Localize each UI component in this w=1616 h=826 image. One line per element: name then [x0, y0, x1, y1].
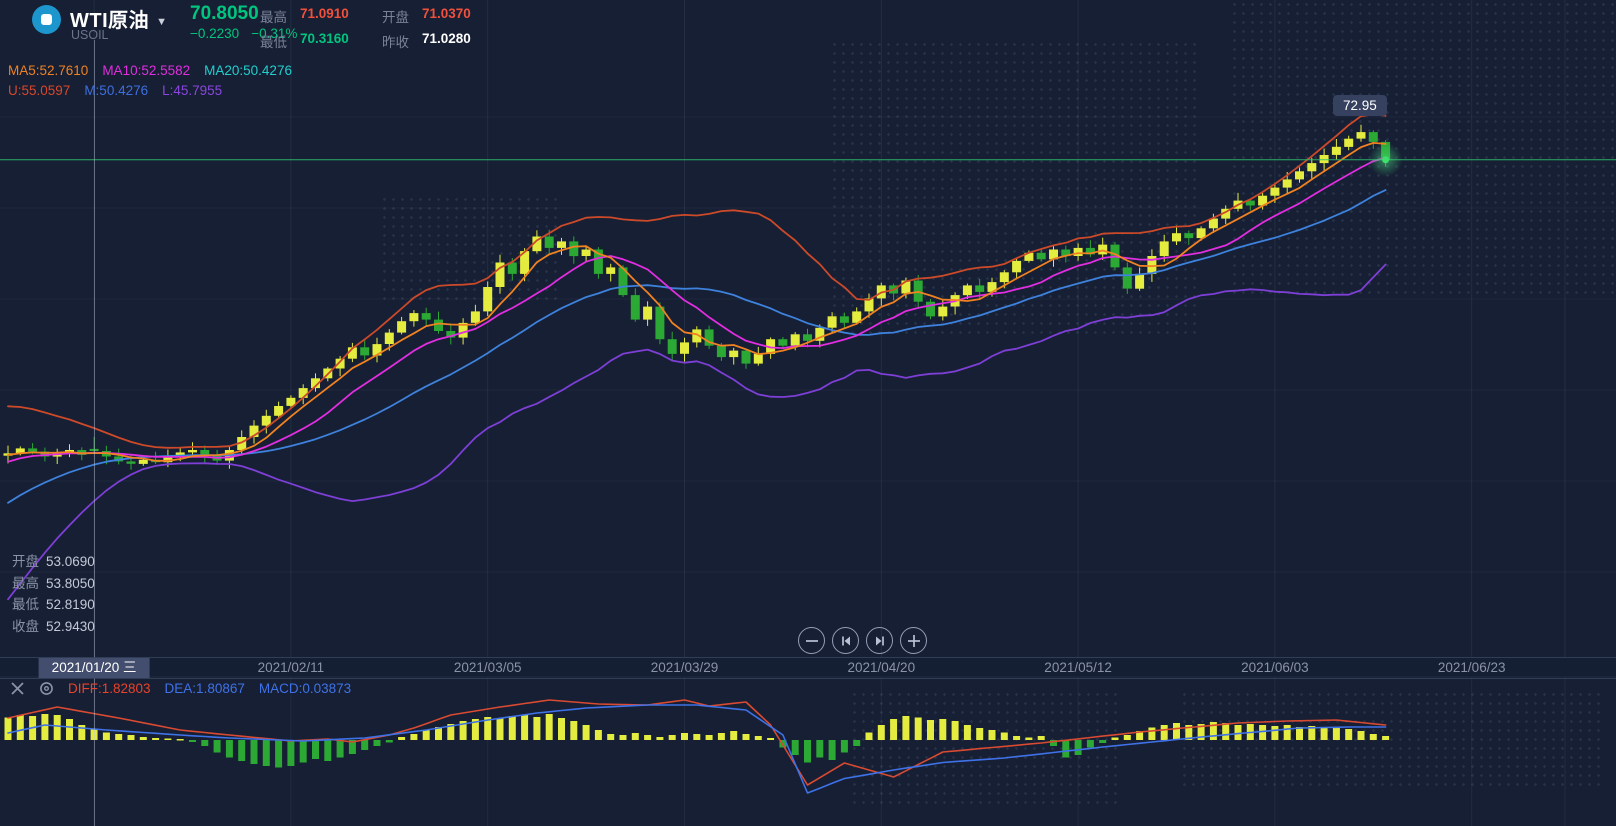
macd-value-label: MACD:0.03873 [258, 681, 352, 696]
quote-stat-label: 开盘 [382, 10, 409, 25]
tooltip-label: 最高 [12, 575, 39, 591]
symbol-logo-icon [32, 5, 61, 34]
quote-stat-label: 昨收 [382, 35, 409, 50]
date-label[interactable]: 2021/03/29 [650, 660, 719, 675]
settings-icon[interactable] [38, 680, 55, 697]
macd-indicator-row: DIFF:1.82803 DEA:1.80867 MACD:0.03873 [10, 680, 365, 697]
date-label[interactable]: 2021/04/20 [847, 660, 916, 675]
map-dots-decoration [1230, 0, 1616, 300]
macd-value-label: DIFF:1.82803 [68, 681, 151, 696]
date-label[interactable]: 2021/02/11 [257, 660, 325, 675]
chevron-down-icon[interactable]: ▼ [156, 16, 168, 28]
date-axis[interactable]: 2021/01/20 三 2021/02/11 2021/03/05 2021/03/… [0, 657, 1616, 679]
step-back-button[interactable] [832, 627, 859, 654]
tooltip-row: 最低 52.8190 [12, 594, 95, 616]
map-dots-decoration [380, 195, 560, 305]
tooltip-value: 52.9430 [46, 618, 95, 634]
boll-label: M:50.4276 [84, 83, 149, 98]
tooltip-row: 开盘 53.0690 [12, 551, 95, 573]
quote-stat-value: 71.0280 [422, 31, 471, 46]
ma-indicator-labels: MA5:52.7610 MA10:52.5582 MA20:50.4276 [8, 63, 306, 78]
skip-back-icon [841, 636, 850, 645]
date-label[interactable]: 2021/03/05 [453, 660, 522, 675]
ma-label: MA5:52.7610 [8, 63, 89, 78]
ohlc-tooltip: 开盘 53.0690 最高 53.8050 最低 52.8190 收盘 52.9430 [12, 551, 95, 637]
zoom-out-button[interactable] [798, 627, 825, 654]
quote-stat-label: 最低 [260, 35, 287, 50]
macd-value-label: DEA:1.80867 [164, 681, 245, 696]
boll-label: L:45.7955 [162, 83, 223, 98]
quote-header: WTI原油 ▼ USOIL 70.8050 −0.2230 −0.31% 最高 71.… [0, 0, 700, 50]
price-change-pct: −0.31% [251, 26, 298, 41]
symbol-selector[interactable]: WTI原油 ▼ [70, 4, 168, 33]
last-price: 70.8050 [190, 3, 259, 24]
close-indicator-icon[interactable] [10, 681, 25, 696]
tooltip-label: 最低 [12, 597, 39, 612]
quote-stats: 最高 71.0910 开盘 71.0370 最低 70.3160 昨收 71.0280 [260, 6, 502, 51]
boll-indicator-labels: U:55.0597 M:50.4276 L:45.7955 [8, 83, 236, 98]
quote-stat-value: 71.0370 [422, 6, 471, 21]
step-forward-button[interactable] [866, 627, 893, 654]
zoom-in-button[interactable] [900, 627, 927, 654]
plus-icon [907, 634, 920, 647]
tooltip-value: 53.0690 [46, 554, 95, 569]
chart-controls [798, 627, 927, 654]
date-label-selected[interactable]: 2021/01/20 三 [38, 658, 150, 678]
date-label[interactable]: 2021/05/12 [1044, 660, 1112, 675]
quote-stat-label: 最高 [260, 10, 287, 25]
date-label[interactable]: 2021/06/23 [1437, 660, 1506, 675]
tooltip-value: 52.8190 [46, 597, 95, 612]
high-price-marker: 72.95 [1333, 94, 1387, 116]
date-label[interactable]: 2021/06/03 [1241, 660, 1309, 675]
quote-stat-value: 71.0910 [300, 6, 349, 21]
minus-icon [805, 639, 818, 642]
symbol-name[interactable]: WTI原油 [70, 10, 150, 32]
price-change-row: −0.2230 −0.31% [190, 26, 309, 41]
quote-stat-value: 70.3160 [300, 31, 349, 46]
tooltip-row: 收盘 52.9430 [12, 616, 95, 638]
crosshair-vertical-line [94, 40, 95, 826]
ma-label: MA10:52.5582 [102, 63, 191, 78]
symbol-code: USOIL [71, 28, 109, 42]
price-change: −0.2230 [190, 26, 240, 41]
tooltip-label: 开盘 [12, 554, 39, 569]
tooltip-row: 最高 53.8050 [12, 573, 95, 595]
ma-label: MA20:50.4276 [204, 63, 292, 78]
tooltip-label: 收盘 [12, 618, 39, 634]
skip-forward-icon [875, 636, 884, 645]
boll-label: U:55.0597 [8, 83, 71, 98]
tooltip-value: 53.8050 [46, 575, 95, 591]
